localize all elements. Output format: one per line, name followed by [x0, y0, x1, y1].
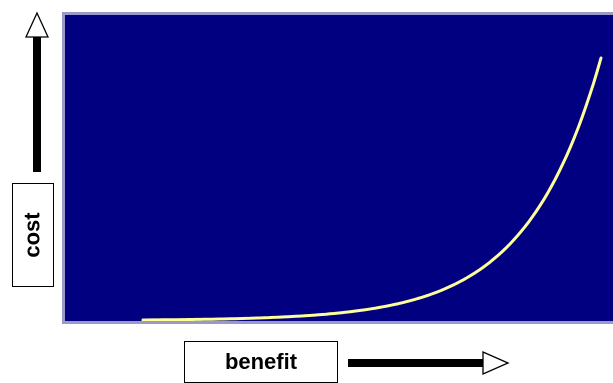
- benefit-arrow-shaft: [348, 359, 483, 367]
- plot-area: [62, 12, 613, 324]
- plot-canvas: [65, 15, 613, 321]
- benefit-arrow-head: [482, 351, 510, 375]
- plot-background: [65, 15, 613, 321]
- cost-label: cost: [20, 212, 45, 258]
- cost-label-box: cost: [12, 183, 54, 287]
- cost-axis-arrow: [24, 11, 50, 172]
- cost-benefit-curve: [141, 56, 603, 321]
- benefit-axis-arrow: [348, 351, 510, 375]
- benefit-label: benefit: [224, 349, 298, 374]
- cost-arrow-shaft: [33, 36, 41, 172]
- benefit-label-box: benefit: [184, 341, 338, 383]
- cost-arrow-head: [24, 11, 50, 38]
